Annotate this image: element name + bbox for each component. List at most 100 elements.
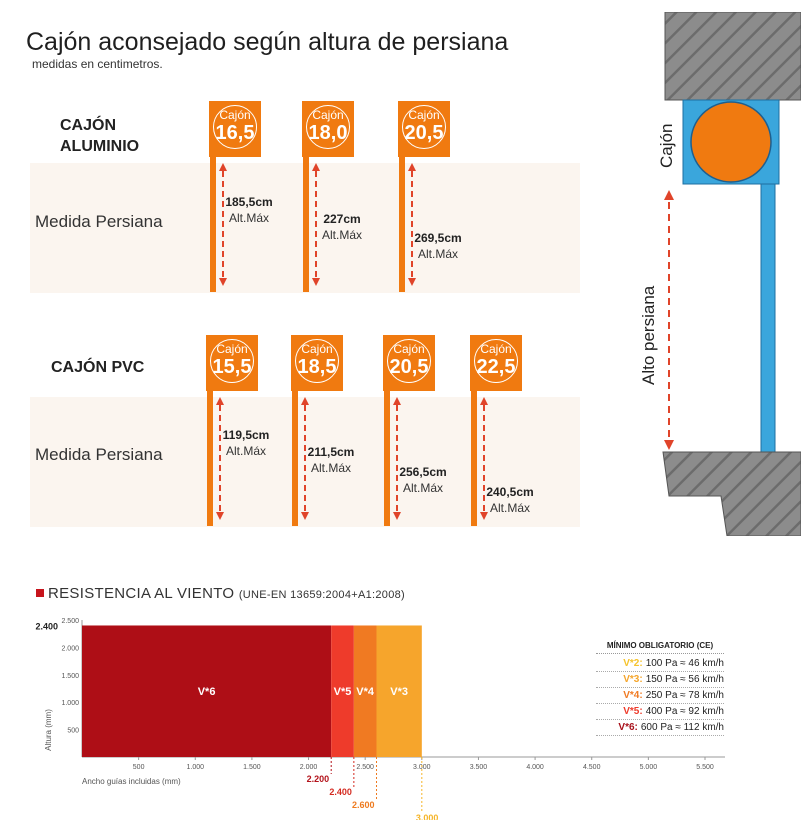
shutter-slat [760,183,776,453]
legend-item: V*5: 400 Pa ≈ 92 km/h [596,704,724,720]
alt-max-label: Alt.Máx [417,247,458,261]
max-height-text: 185,5cm [225,195,273,209]
legend-text: 250 Pa ≈ 78 km/h [645,690,724,701]
page-title: Cajón aconsejado según altura de persian… [26,28,509,56]
max-height-text: 227cm [323,212,361,226]
cajon-size-box: Cajón 15,5 [206,335,258,391]
ring-icon [210,339,254,383]
legend-title: MÍNIMO OBLIGATORIO (CE) [596,641,724,654]
height-arrow [312,163,320,286]
cajon-size-box: Cajón 18,0 [302,101,354,157]
cajon-word: Cajón [480,342,512,356]
wind-legend: MÍNIMO OBLIGATORIO (CE) V*2: 100 Pa ≈ 46 … [596,641,724,736]
zone-bar-V5 [331,625,354,757]
boundary-label: 2.200 [307,774,330,784]
cajon-word: Cajón [408,108,440,122]
diagram-height-label: Alto persiana [639,285,658,385]
cajon-size-box: Cajón 22,5 [470,335,522,391]
cajon-size: 18,0 [308,122,348,144]
cajon-size-box: Cajón 16,5 [209,101,261,157]
zone-label: V*3 [390,686,408,698]
max-height-text: 269,5cm [414,231,462,245]
height-arrow [216,397,224,520]
roller-circle [690,101,772,183]
legend-class: V*6: [618,722,638,733]
x-tick-label: 3.000 [413,764,431,771]
legend-text: 100 Pa ≈ 46 km/h [645,658,724,669]
height-arrow [480,397,488,520]
max-height-text: 256,5cm [399,465,447,479]
legend-item: V*6: 600 Pa ≈ 112 km/h [596,720,724,736]
shutter-diagram [662,12,801,536]
cajon-size: 20,5 [389,356,429,378]
orange-bar [399,157,405,292]
legend-item: V*2: 100 Pa ≈ 46 km/h [596,656,724,672]
sill-wall [662,451,801,536]
orange-bar [471,391,477,526]
aluminio-heading: CAJÓN ALUMINIO [60,117,140,155]
lintel-wall [664,12,801,101]
wind-norm: (UNE-EN 13659:2004+A1:2008) [238,589,405,601]
wind-title-text: RESISTENCIA AL VIENTO [48,585,235,602]
cajon-size: 16,5 [215,122,255,144]
x-tick-label: 2.500 [356,764,374,771]
cajon-word: Cajón [219,108,251,122]
wind-title: RESISTENCIA AL VIENTO (UNE-EN 13659:2004… [36,585,405,602]
cajon-word: Cajón [312,108,344,122]
cajon-size: 15,5 [212,356,252,378]
alt-max-label: Alt.Máx [402,481,443,495]
orange-bar [207,391,213,526]
wind-chart: V*6 V*5 V*4 V*3 500 1.000 1.500 2.000 2.500 3.000… [35,618,725,820]
zone-label: V*4 [356,686,375,698]
orange-bar [303,157,309,292]
x-tick-label: 1.500 [243,764,261,771]
legend-class: V*4: [623,690,643,701]
legend-item: V*3: 150 Pa ≈ 56 km/h [596,672,724,688]
x-tick-label: 5.500 [696,764,714,771]
x-tick-label: 3.500 [470,764,488,771]
x-tick-label: 2.000 [300,764,318,771]
alt-max-label: Alt.Máx [489,501,530,515]
legend-class: V*2: [623,658,643,669]
max-height-value: 211,5cm Alt.Máx [299,444,363,476]
legend-class: V*5: [623,706,643,717]
x-tick-label: 500 [133,764,145,771]
max-height-text: 211,5cm [307,445,355,459]
alt-max-label: Alt.Máx [225,444,266,458]
cajon-size-box: Cajón 20,5 [383,335,435,391]
x-tick-label: 5.000 [640,764,658,771]
zone-bar-V4 [353,625,377,757]
legend-item: V*4: 250 Pa ≈ 78 km/h [596,688,724,704]
y-tick-label: 500 [67,728,79,735]
legend-text: 400 Pa ≈ 92 km/h [645,706,724,717]
arrow-down-icon [664,440,674,450]
height-marker-label: 2.400 [35,621,58,631]
y-tick-label: 1.000 [61,700,79,707]
legend-class: V*3: [623,674,643,685]
ring-icon [474,339,518,383]
y-tick-label: 2.000 [61,645,79,652]
height-arrow [301,397,309,520]
ring-icon [306,105,350,149]
page-subtitle: medidas en centimetros. [32,57,163,71]
y-tick-label: 2.500 [61,618,79,625]
max-height-value: 240,5cm Alt.Máx [478,484,542,516]
orange-bar [292,391,298,526]
height-arrow [393,397,401,520]
height-arrow [219,163,227,286]
red-square-icon [36,589,44,597]
alt-max-label: Alt.Máx [321,228,362,242]
zone-bar-V6 [82,625,332,757]
orange-bar [384,391,390,526]
alt-max-label: Alt.Máx [228,211,269,225]
x-axis-title: Ancho guías incluidas (mm) [82,777,181,786]
pvc-heading: CAJÓN PVC [51,359,145,376]
max-height-value: 119,5cm Alt.Máx [214,427,278,459]
zone-label: V*5 [334,686,352,698]
ring-icon [402,105,446,149]
ring-icon [387,339,431,383]
zone-label: V*6 [198,686,216,698]
cajon-word: Cajón [393,342,425,356]
y-axis-title: Altura (mm) [44,709,53,751]
x-tick-label: 4.500 [583,764,601,771]
